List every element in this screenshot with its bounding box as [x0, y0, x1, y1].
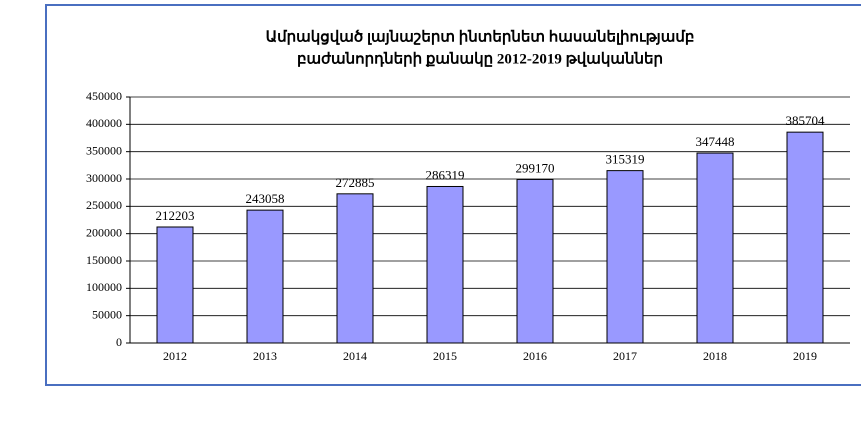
data-label: 385704 [786, 113, 826, 128]
data-label: 315319 [606, 152, 645, 167]
y-tick-label: 0 [116, 335, 122, 349]
x-tick-label: 2016 [523, 349, 547, 363]
x-tick-label: 2012 [163, 349, 187, 363]
data-label: 212203 [156, 208, 195, 223]
x-tick-label: 2019 [793, 349, 817, 363]
bar [606, 170, 644, 344]
bar [696, 152, 734, 344]
x-tick-label: 2017 [613, 349, 637, 363]
bar [246, 209, 284, 344]
bar [516, 178, 554, 344]
data-label: 347448 [696, 134, 735, 149]
bar [786, 131, 824, 344]
chart-title: բաժանորդների քանակը 2012-2019 թվականներ [297, 51, 663, 67]
x-tick-label: 2014 [343, 349, 367, 363]
x-tick-label: 2018 [703, 349, 727, 363]
data-label: 243058 [246, 191, 285, 206]
x-tick-label: 2015 [433, 349, 457, 363]
bar [156, 226, 194, 344]
y-tick-label: 400000 [86, 116, 122, 130]
x-tick-label: 2013 [253, 349, 277, 363]
bar [336, 193, 374, 344]
y-tick-label: 450000 [86, 89, 122, 103]
y-tick-label: 100000 [86, 280, 122, 294]
data-label: 299170 [516, 160, 555, 175]
chart-title: Ամրակցված լայնաշերտ ինտերնետ հասանելիութ… [266, 29, 695, 45]
data-label: 272885 [336, 175, 375, 190]
y-tick-label: 200000 [86, 225, 122, 239]
data-label: 286319 [426, 167, 465, 182]
y-tick-label: 350000 [86, 143, 122, 157]
y-tick-label: 300000 [86, 171, 122, 185]
y-tick-label: 250000 [86, 198, 122, 212]
y-tick-label: 150000 [86, 253, 122, 267]
y-tick-label: 50000 [92, 307, 122, 321]
bar [426, 185, 464, 344]
